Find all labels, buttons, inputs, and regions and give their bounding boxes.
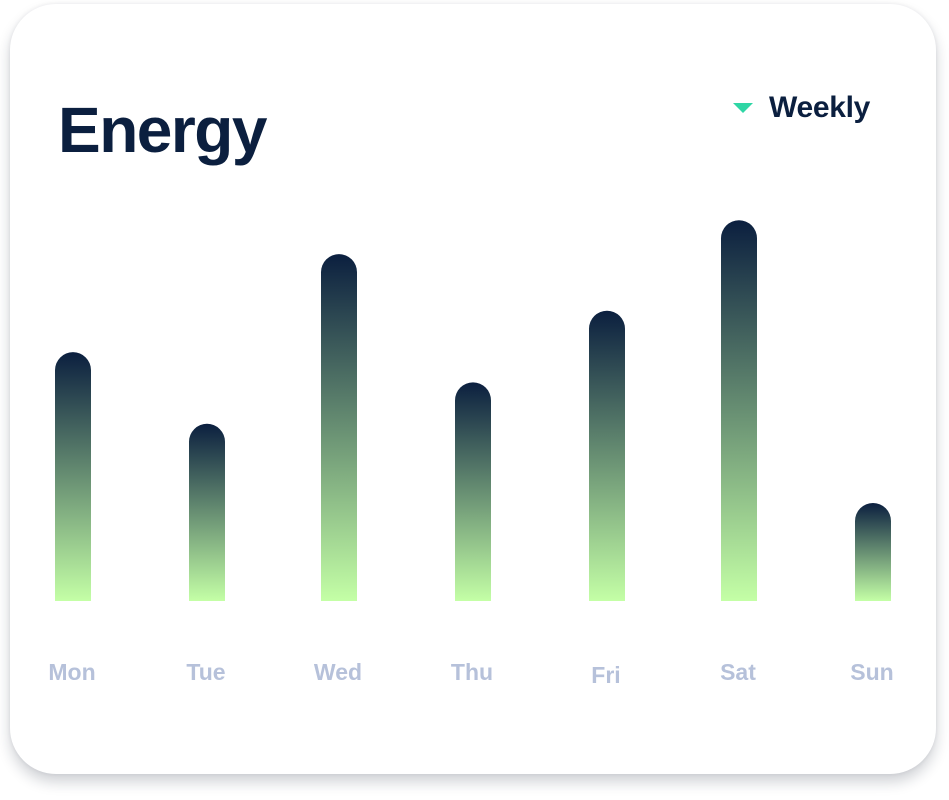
- x-label-wed: Wed: [314, 659, 362, 685]
- caret-down-icon: [733, 103, 753, 113]
- x-label-thu: Thu: [451, 659, 493, 685]
- bar-thu: [455, 382, 491, 601]
- bar-sat: [721, 220, 757, 602]
- bar-tue: [189, 423, 225, 601]
- period-dropdown-label: Weekly: [769, 91, 871, 124]
- bar-mon: [55, 352, 91, 601]
- x-label-sun: Sun: [850, 659, 893, 685]
- bar-sun: [855, 502, 891, 601]
- x-label-mon: Mon: [48, 659, 95, 685]
- bars-group: [55, 220, 891, 602]
- bar-wed: [321, 254, 357, 601]
- bar-fri: [589, 310, 625, 601]
- x-axis-labels: Mon Tue Wed Thu Fri Sat Sun: [48, 659, 893, 688]
- period-dropdown[interactable]: Weekly: [733, 88, 870, 128]
- card-title: Energy: [58, 94, 267, 166]
- x-label-tue: Tue: [186, 659, 225, 685]
- x-label-fri: Fri: [591, 662, 620, 688]
- x-label-sat: Sat: [720, 659, 756, 685]
